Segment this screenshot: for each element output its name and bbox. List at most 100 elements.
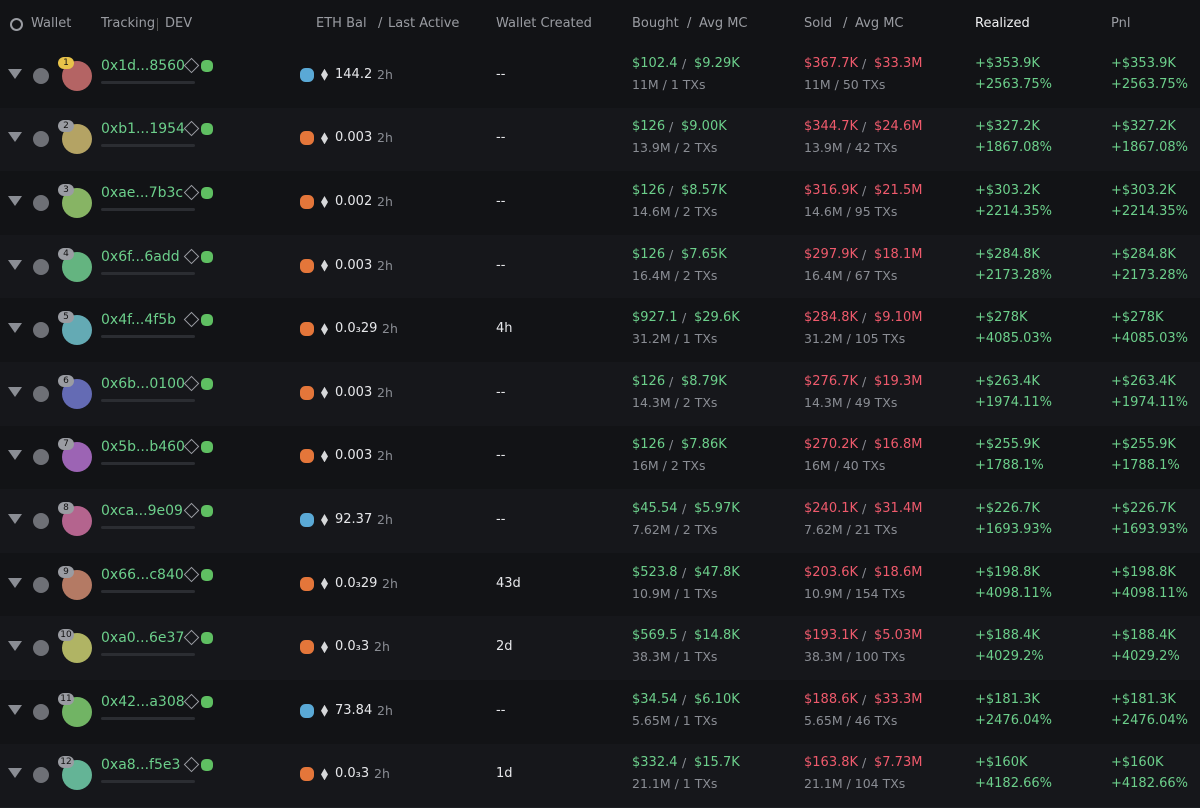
wallet-address[interactable]: 0xb1...1954 [101,121,185,138]
edit-button[interactable] [33,640,49,657]
sold-detail: 5.65M / 46 TXs [804,712,898,728]
sold-avg-mc: $7.73M [874,755,923,771]
filter-icon[interactable] [8,68,22,79]
sold-detail: 31.2M / 105 TXs [804,331,906,347]
separator: / [862,628,867,644]
wallet-address[interactable]: 0x5b...b460 [101,439,185,456]
tag-icon [201,377,213,390]
settings-icon[interactable] [10,18,23,31]
rank-badge: 9 [58,565,74,578]
wallet-created: 4h [496,321,513,337]
eth-icon [321,196,328,208]
edit-button[interactable] [33,576,49,593]
wallet-address[interactable]: 0xca...9e09 [101,503,183,519]
edit-button[interactable] [33,513,49,529]
sold-avg-mc: $33.3M [874,691,923,707]
last-active: 2h [382,321,398,337]
pnl-amount: +$284.8K [1111,246,1176,262]
table-row[interactable] [0,743,1200,808]
wallet-address[interactable]: 0x66...c840 [101,566,184,583]
wallet-address[interactable]: 0x1d...8560 [101,57,185,74]
header-wallet-created[interactable]: Wallet Created [496,16,592,31]
table-row[interactable] [0,298,1200,363]
filter-icon[interactable] [8,514,22,524]
edit-button[interactable] [33,131,49,148]
header-eth-bal[interactable]: ETH Bal [316,16,367,31]
wallet-address[interactable]: 0xa8...f5e3 [101,757,181,774]
header-wallet[interactable]: Wallet [31,16,72,31]
bought-detail: 38.3M / 1 TXs [632,649,718,665]
header-sold[interactable]: Sold [804,16,833,31]
bought-detail: 16.4M / 2 TXs [632,267,718,283]
table-row[interactable] [0,425,1200,491]
filter-icon[interactable] [8,323,22,334]
filter-icon[interactable] [8,577,22,588]
edit-button[interactable] [33,67,49,84]
last-active: 2h [374,639,390,655]
tracking-bar [101,716,195,720]
filter-icon[interactable] [8,704,22,715]
rank-badge: 1 [58,56,74,69]
header-avg-mc[interactable]: Avg MC [855,16,904,31]
realized-amount: +$278K [975,310,1028,326]
header-pnl[interactable]: Pnl [1111,16,1131,31]
edit-button[interactable] [33,767,49,784]
pnl-percent: +2476.04% [1111,712,1189,728]
pnl-amount: +$278K [1111,310,1164,326]
wallet-address[interactable]: 0x6f...6add [101,248,180,265]
bought-detail: 10.9M / 1 TXs [632,585,718,601]
header-tracking[interactable]: Tracking [101,16,156,31]
wallet-address[interactable]: 0xa0...6e37 [101,630,185,647]
divider [157,18,158,31]
tracking-bar [101,144,195,148]
filter-icon[interactable] [8,641,22,652]
edit-button[interactable] [33,195,49,211]
edit-button[interactable] [33,385,49,402]
filter-icon[interactable] [8,132,22,143]
edit-button[interactable] [33,322,49,339]
wallet-address[interactable]: 0xae...7b3c [101,185,184,201]
table-row[interactable] [0,489,1200,554]
edit-button[interactable] [33,449,49,466]
separator: / [862,501,867,516]
rank-badge: 2 [58,120,74,133]
header-realized[interactable]: Realized [975,16,1030,31]
header-dev[interactable]: DEV [165,16,193,31]
last-active: 2h [377,194,393,209]
separator: / [682,310,687,326]
header-last-active[interactable]: Last Active [388,16,460,31]
table-row[interactable] [0,44,1200,109]
pnl-amount: +$226.7K [1111,501,1176,516]
realized-percent: +1867.08% [975,140,1053,156]
sold-amount: $163.8K [804,755,859,771]
last-active: 2h [377,702,393,718]
wallet-created: -- [496,257,506,273]
edit-button[interactable] [33,703,49,720]
eth-balance: 0.002 [335,194,373,209]
rank-badge: 8 [58,502,74,514]
filter-icon[interactable] [8,768,22,779]
wallet-address[interactable]: 0x4f...4f5b [101,312,176,329]
filter-icon[interactable] [8,450,22,461]
table-row[interactable] [0,234,1200,300]
bought-detail: 14.6M / 2 TXs [632,204,718,219]
pnl-amount: +$181.3K [1111,691,1176,707]
edit-button[interactable] [33,258,49,275]
last-active: 2h [377,257,393,273]
bought-detail: 14.3M / 2 TXs [632,394,718,410]
bought-amount: $332.4 [632,755,678,771]
header-separator: / [843,16,848,31]
wallet-address[interactable]: 0x6b...0100 [101,375,185,392]
eth-icon [321,259,328,272]
table-row[interactable] [0,680,1200,745]
tag-icon [201,441,213,454]
filter-icon[interactable] [8,196,22,206]
table-row[interactable] [0,107,1200,173]
filter-icon[interactable] [8,259,22,270]
wallet-created: -- [496,384,506,400]
header-avg-mc[interactable]: Avg MC [699,16,748,31]
header-bought[interactable]: Bought [632,16,679,31]
filter-icon[interactable] [8,386,22,397]
wallet-address[interactable]: 0x42...a308 [101,693,185,710]
eth-icon [321,386,328,399]
